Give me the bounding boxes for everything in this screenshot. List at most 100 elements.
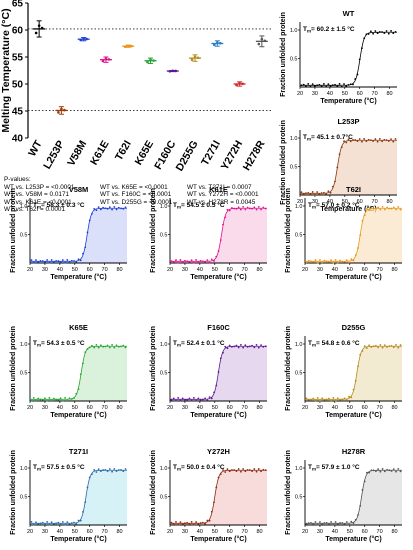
data-point [340,146,343,148]
panel-title: F160C [207,323,230,332]
y-tick-label: 1.0 [160,342,168,348]
data-point [235,470,238,473]
data-point [231,469,233,471]
x-tick-label: 80 [256,405,262,411]
data-point [59,397,62,400]
data-point [374,30,377,32]
y-axis-label: Fraction unfolded protein [280,120,287,205]
data-point [122,207,125,210]
data-point [338,153,341,156]
x-tick-label: 30 [42,529,48,535]
data-point [363,345,366,348]
data-point [372,345,375,348]
data-point [86,348,89,351]
data-point [224,471,227,473]
data-point [93,346,96,349]
y-tick-label: 0.5 [295,495,303,501]
x-tick-label: 60 [362,405,368,411]
data-point [327,397,330,400]
data-point-group [122,44,135,49]
data-point [88,346,91,349]
x-tick-label: 70 [242,529,248,535]
data-point [126,44,130,48]
data-point [70,259,73,262]
data-point [59,261,62,263]
data-point [300,84,303,87]
curve-shade [305,470,402,525]
data-point [361,140,363,143]
data-point [217,371,220,373]
data-point [366,208,368,210]
data-point [363,214,366,217]
data-point [108,346,111,349]
data-point [330,399,333,402]
p-value-entry: WT vs. T271I = 0.0007 [187,183,252,191]
data-point [314,193,316,196]
x-tick-label: 70 [242,405,248,411]
tm-label: Tm= 54.5 ± 0.5 °C [173,201,225,210]
data-point [84,246,87,249]
data-point [316,523,319,526]
data-point [377,346,380,349]
data-point [379,344,382,346]
category-label: T62I [113,138,134,162]
y-tick-label: 0.5 [160,371,168,377]
data-point [146,60,149,64]
unfolding-panel: WT 20 30 40 50 60 70 80 0.5 1.0 Temperature (°C) Fr… [280,9,397,105]
tm-label: Tm= 60.2 ± 1.5 °C [303,25,355,34]
data-point [102,206,105,209]
data-point [381,31,383,33]
data-point [82,362,84,365]
data-point [93,208,96,210]
data-point [305,397,308,400]
data-point [352,139,354,141]
data-point [314,521,317,523]
y-tick-label: 0.5 [290,165,298,171]
data-point [213,260,215,262]
tm-label: Tm= 45.1 ± 0.7°C [303,133,353,142]
tm-label: Tm= 58.3 ± 0.3 °C [33,201,85,210]
data-point [244,344,247,347]
tm-label-value: = 50.0 ± 0.4 °C [181,463,225,471]
tm-label-subscript: m [307,137,311,142]
data-point [365,33,368,36]
y-axis-label: Fraction unfolded protein [285,450,292,535]
data-point [75,522,78,525]
data-point [374,138,377,140]
data-point [108,206,111,209]
x-axis-label: Temperature (°C) [50,273,106,281]
data-point [48,261,51,264]
data-point [395,344,397,346]
panel-title: WT [343,9,355,18]
data-point [359,504,362,507]
data-point [104,57,108,60]
data-point [201,398,204,401]
y-tick-label: 0.5 [20,371,28,377]
data-point [195,259,198,261]
data-point [314,85,316,87]
y-axis-label: Fraction unfolded protein [10,326,17,411]
data-point [181,261,184,264]
data-point [327,190,330,193]
data-point [336,85,339,88]
data-point [177,396,180,399]
unfolding-panel: L253P 20 30 40 50 60 70 80 0.5 1.0 Temperature (°C… [280,117,397,213]
data-point [79,259,82,262]
data-point [99,470,102,473]
data-point [321,261,324,264]
x-axis-label: Temperature (°C) [50,411,106,419]
data-point [316,191,319,193]
data-point [120,207,122,210]
tm-label-subscript: m [312,343,316,348]
data-point [199,398,202,401]
data-point [359,234,362,237]
data-point [172,397,175,400]
data-point [199,259,202,262]
tm-label: Tm= 54.3 ± 0.5 °C [33,339,85,348]
data-point [37,397,40,400]
data-point [190,521,193,523]
unfolding-panel: T271I 20 30 40 50 60 70 80 0.5 1.0 Temperature (°C… [10,447,127,543]
category-label: K61E [88,139,112,168]
data-point [57,111,60,114]
tm-label-symbol: T [303,26,307,33]
